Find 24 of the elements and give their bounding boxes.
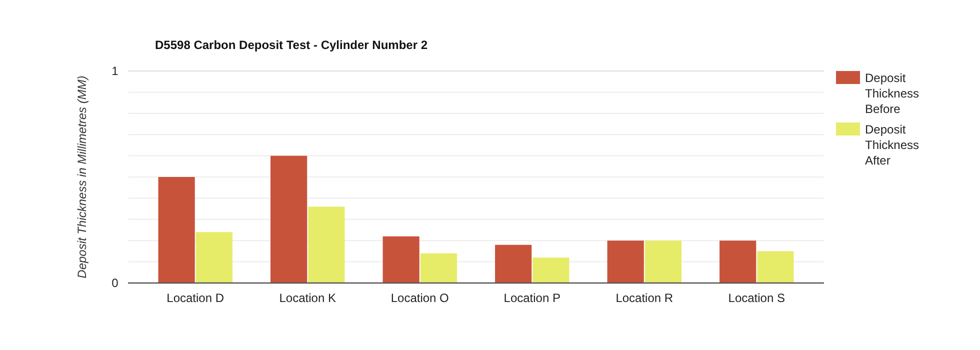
legend-label: Deposit Thickness Before bbox=[865, 71, 920, 116]
bar bbox=[607, 240, 644, 283]
bar bbox=[757, 251, 794, 283]
x-tick-label: Location S bbox=[728, 291, 786, 305]
x-tick-label: Location R bbox=[616, 291, 674, 305]
chart-title: D5598 Carbon Deposit Test - Cylinder Number 2 bbox=[155, 38, 428, 52]
x-tick-label: Location P bbox=[504, 291, 560, 305]
bar bbox=[196, 232, 232, 283]
bar bbox=[532, 258, 570, 283]
y-tick-label: 1 bbox=[112, 64, 119, 78]
x-tick-label: Location K bbox=[279, 291, 336, 305]
bar bbox=[158, 177, 195, 283]
x-tick-label: Location D bbox=[166, 291, 224, 305]
bar bbox=[720, 240, 756, 283]
y-axis-title: Deposit Thickness in Millimetres (MM) bbox=[75, 76, 89, 278]
bar bbox=[308, 206, 345, 283]
bar bbox=[420, 253, 457, 283]
bar bbox=[382, 236, 420, 283]
legend-label: Deposit Thickness After bbox=[865, 122, 920, 168]
bar bbox=[495, 244, 532, 283]
bar bbox=[644, 240, 682, 283]
y-tick-label: 0 bbox=[112, 276, 119, 290]
bar bbox=[270, 156, 308, 283]
x-tick-label: Location O bbox=[390, 291, 449, 305]
